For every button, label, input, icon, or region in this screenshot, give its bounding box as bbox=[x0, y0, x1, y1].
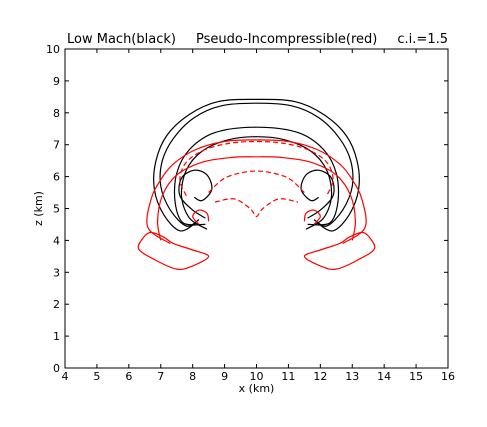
y-axis-label: z (km) bbox=[32, 191, 45, 226]
y-tick-label: 9 bbox=[53, 75, 60, 88]
x-tick-label: 8 bbox=[189, 370, 196, 383]
x-axis-label: x (km) bbox=[239, 382, 275, 395]
x-tick-label: 5 bbox=[93, 370, 100, 383]
y-tick-label: 4 bbox=[53, 234, 60, 247]
x-tick-label: 16 bbox=[441, 370, 455, 383]
pseudo-incompressible-contours bbox=[137, 139, 376, 270]
low-mach-contours bbox=[153, 98, 360, 232]
plot-area bbox=[137, 98, 376, 270]
contour-line bbox=[173, 126, 340, 226]
contour-line bbox=[180, 136, 333, 230]
x-tick-label: 13 bbox=[345, 370, 359, 383]
y-tick-label: 1 bbox=[53, 330, 60, 343]
contour-line bbox=[159, 102, 354, 227]
contour-line bbox=[146, 139, 367, 245]
axes-frame bbox=[64, 48, 449, 369]
y-tick-label: 10 bbox=[46, 43, 60, 56]
y-tick-label: 7 bbox=[53, 139, 60, 152]
y-tick-label: 0 bbox=[53, 362, 60, 375]
contour-line bbox=[153, 98, 360, 232]
x-tick-label: 11 bbox=[281, 370, 295, 383]
contour-line bbox=[137, 231, 210, 270]
x-tick-label: 10 bbox=[250, 370, 264, 383]
contour-line bbox=[178, 169, 213, 219]
x-tick-label: 12 bbox=[313, 370, 327, 383]
contour-line bbox=[214, 198, 299, 218]
contour-line bbox=[303, 209, 321, 225]
title-left: Low Mach(black) bbox=[67, 32, 176, 47]
x-tick-label: 15 bbox=[409, 370, 423, 383]
y-tick-label: 5 bbox=[53, 203, 60, 216]
title-right: c.i.=1.5 bbox=[397, 32, 448, 47]
contour-line bbox=[303, 231, 376, 270]
y-tick-label: 6 bbox=[53, 171, 60, 184]
contour-line bbox=[156, 156, 357, 241]
y-tick-label: 8 bbox=[53, 107, 60, 120]
x-tick-label: 6 bbox=[125, 370, 132, 383]
contour-line bbox=[300, 169, 335, 219]
y-tick-label: 2 bbox=[53, 298, 60, 311]
x-tick-label: 7 bbox=[157, 370, 164, 383]
contour-line bbox=[192, 209, 210, 225]
contour-line bbox=[179, 140, 334, 196]
y-tick-label: 3 bbox=[53, 266, 60, 279]
x-tick-label: 4 bbox=[62, 370, 69, 383]
x-tick-label: 9 bbox=[221, 370, 228, 383]
x-axis-ticks: 4 5 6 7 8 9 10 11 12 13 14 15 16 bbox=[62, 49, 455, 383]
contour-line bbox=[208, 170, 305, 193]
title-center: Pseudo-Incompressible(red) bbox=[196, 32, 377, 47]
x-tick-label: 14 bbox=[377, 370, 391, 383]
y-axis-ticks: 0 1 2 3 4 5 6 7 8 9 10 bbox=[46, 43, 448, 375]
